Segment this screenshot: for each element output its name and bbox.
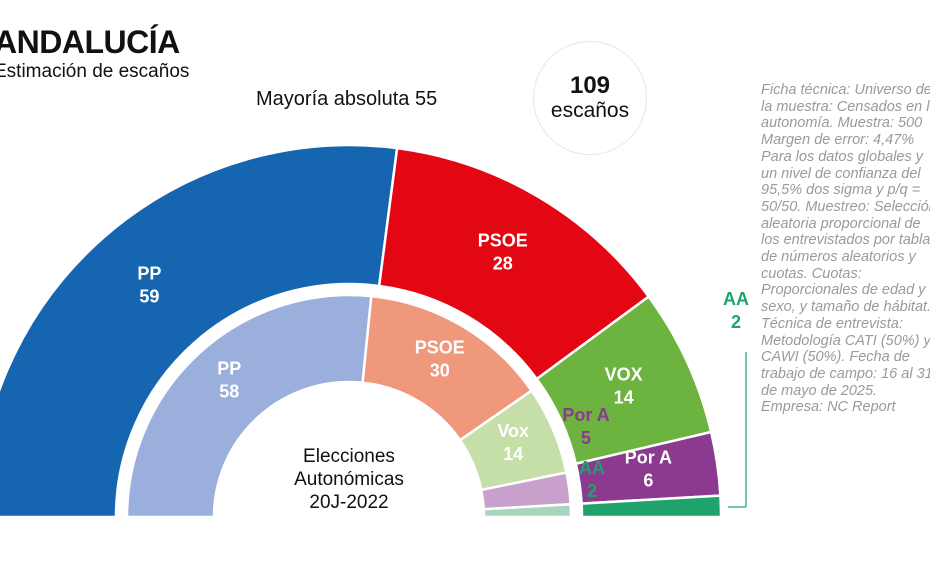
inner-label-vox-seats: 14	[503, 444, 523, 464]
chart-subtitle: Estimación de escaños	[0, 61, 190, 82]
inner-label-vox-name: Vox	[497, 421, 529, 441]
chart-title: ANDALUCÍA	[0, 24, 180, 60]
inner-label-psoe-name: PSOE	[415, 337, 465, 357]
technical-sheet: Ficha técnica: Universo de la muestra: C…	[761, 82, 930, 416]
center-label-line-3: 20J-2022	[309, 492, 388, 513]
inner-label-aa-name: AA	[579, 458, 605, 478]
outer-label-vox-name: VOX	[605, 364, 643, 384]
outer-label-aa-seats: 2	[731, 312, 741, 332]
inner-label-por-a-name: Por A	[562, 405, 609, 425]
total-seats-label: escaños	[550, 99, 630, 122]
majority-label: Mayoría absoluta 55	[256, 88, 438, 110]
outer-ring	[0, 143, 723, 519]
outer-segment-pp	[0, 143, 399, 519]
inner-label-psoe-seats: 30	[430, 360, 450, 380]
outer-label-psoe-name: PSOE	[478, 230, 528, 250]
center-label-line-2: Autonómicas	[294, 469, 404, 490]
inner-label-aa-seats: 2	[587, 481, 597, 501]
center-label-line-1: Elecciones	[303, 446, 395, 467]
outer-label-psoe-seats: 28	[493, 253, 513, 273]
total-seats-badge: 109 escaños	[533, 41, 647, 155]
outer-label-por-a-seats: 6	[643, 471, 653, 491]
outer-label-por-a-name: Por A	[625, 448, 672, 468]
outer-label-pp-name: PP	[137, 264, 161, 284]
inner-label-pp-name: PP	[217, 359, 241, 379]
outer-label-aa-name: AA	[723, 289, 749, 309]
outer-label-pp-seats: 59	[139, 287, 159, 307]
inner-ring	[125, 293, 573, 519]
inner-segment-pp	[125, 293, 373, 519]
total-seats-number: 109	[569, 72, 611, 99]
outer-segment-aa	[580, 494, 723, 519]
inner-label-por-a-seats: 5	[581, 428, 591, 448]
inner-segment-aa	[482, 502, 573, 519]
inner-label-pp-seats: 58	[219, 382, 239, 402]
outer-label-vox-seats: 14	[614, 387, 634, 407]
